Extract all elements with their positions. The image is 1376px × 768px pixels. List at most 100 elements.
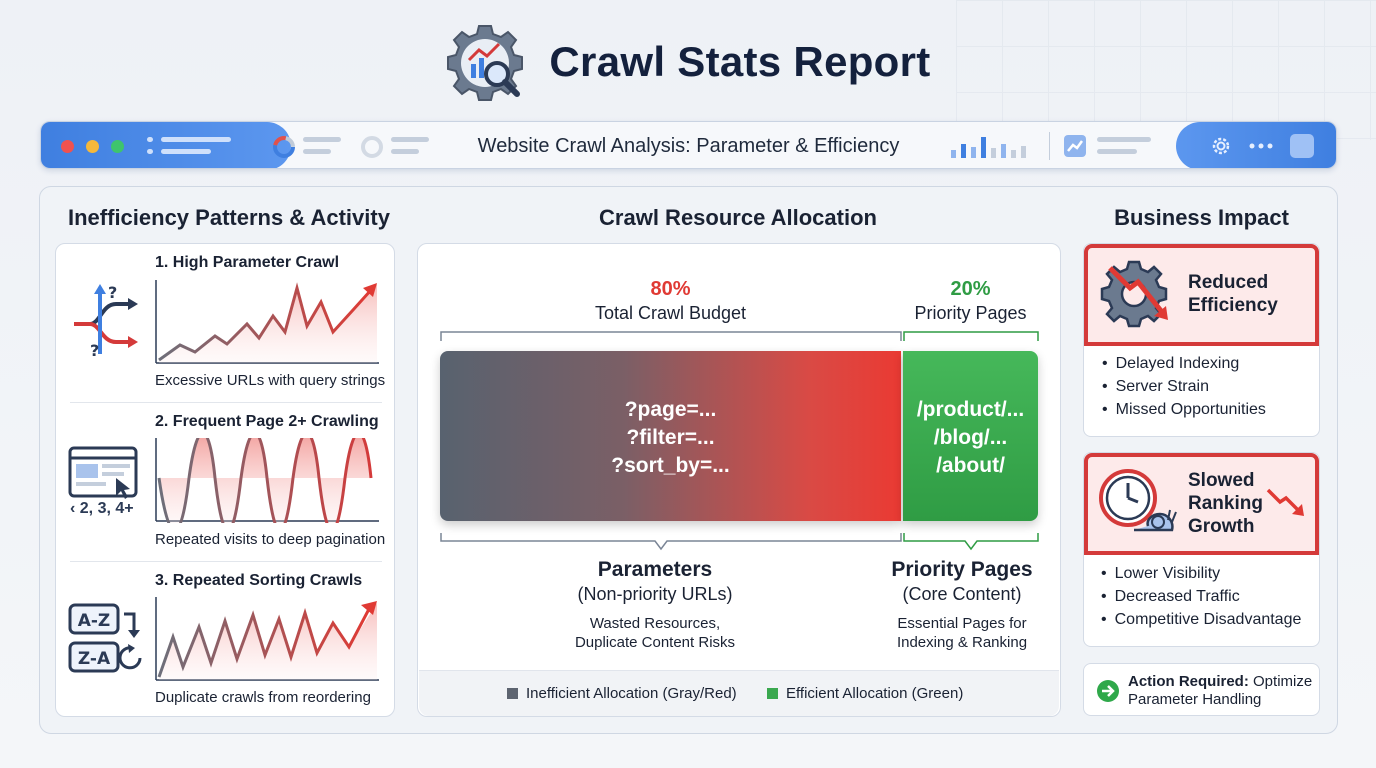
impact-item: Missed Opportunities — [1102, 398, 1266, 421]
parameters-heading: Parameters — [597, 558, 713, 581]
sort-label-az: A-Z — [78, 611, 111, 631]
bar-chart-icon[interactable] — [949, 134, 1035, 160]
impact-list-ranking: Lower Visibility Decreased Traffic Compe… — [1101, 562, 1302, 631]
priority-subheading: (Core Content) — [902, 584, 1022, 604]
divider — [70, 402, 382, 403]
inefficient-allocation-bar — [440, 351, 901, 521]
divider-line — [1049, 132, 1050, 160]
legend-swatch — [767, 688, 778, 699]
action-required-card[interactable]: Action Required: Optimize Parameter Hand… — [1083, 663, 1320, 716]
gear-chart-magnifier-icon — [447, 25, 524, 101]
sparkline-high-parameter — [155, 280, 379, 364]
page-title: Crawl Stats Report — [549, 38, 931, 85]
gear-down-arrow-icon — [1100, 260, 1168, 328]
right-percentage-label: Priority Pages — [914, 303, 1027, 323]
impact-title-line: Growth — [1188, 516, 1255, 537]
bottom-bracket-left — [440, 533, 902, 551]
param-url-1: ?page=... — [624, 398, 717, 421]
browser-toolbar: Website Crawl Analysis: Parameter & Effi… — [40, 121, 1337, 169]
sort-az-za-icon: A-Z Z-A — [68, 603, 142, 673]
placeholder-line — [391, 137, 429, 142]
center-section-title: Crawl Resource Allocation — [599, 205, 877, 230]
param-url-3: ?sort_by=... — [611, 454, 730, 477]
legend-label: Inefficient Allocation (Gray/Red) — [526, 685, 737, 702]
priority-desc-2: Indexing & Ranking — [896, 634, 1028, 651]
gear-icon[interactable] — [1210, 135, 1232, 157]
line-chart-icon[interactable] — [1063, 134, 1087, 158]
parameters-subheading: (Non-priority URLs) — [577, 584, 733, 604]
legend-label: Efficient Allocation (Green) — [786, 685, 964, 702]
legend-swatch — [507, 688, 518, 699]
window-close-dot[interactable] — [61, 140, 74, 153]
toolbar-title: Website Crawl Analysis: Parameter & Effi… — [477, 135, 900, 157]
more-options-icon[interactable] — [1248, 142, 1274, 150]
toolbar-left-section — [41, 122, 291, 168]
impact-card-header — [1084, 244, 1319, 346]
divider — [70, 561, 382, 562]
impact-item: Delayed Indexing — [1102, 352, 1266, 375]
pattern-caption: Repeated visits to deep pagination — [155, 531, 386, 548]
impact-title-line: Efficiency — [1188, 295, 1278, 316]
legend-item-inefficient: Inefficient Allocation (Gray/Red) — [507, 685, 737, 702]
page-header: Crawl Stats Report — [0, 20, 1376, 104]
action-text: Action Required: Optimize Parameter Hand… — [1128, 673, 1318, 709]
param-url-2: ?filter=... — [626, 426, 715, 449]
priority-heading: Priority Pages — [891, 558, 1033, 581]
top-bracket-right — [903, 331, 1039, 341]
priority-url-3: /about/ — [936, 454, 1005, 477]
parameters-desc-2: Duplicate Content Risks — [574, 634, 736, 651]
legend-item-efficient: Efficient Allocation (Green) — [767, 685, 963, 702]
window-minimize-dot[interactable] — [86, 140, 99, 153]
progress-ring-icon[interactable] — [359, 134, 385, 160]
placeholder-line — [303, 149, 331, 154]
placeholder-line — [1097, 137, 1151, 142]
impact-title-line: Slowed — [1188, 470, 1255, 491]
left-percentage-label: Total Crawl Budget — [594, 303, 747, 323]
donut-chart-icon[interactable] — [271, 134, 297, 160]
top-bracket-left — [440, 331, 902, 341]
pattern-caption: Duplicate crawls from reordering — [155, 689, 371, 706]
split-arrows-question-icon: ? ? — [74, 284, 138, 360]
background-grid — [956, 0, 1376, 140]
efficient-allocation-bar — [903, 351, 1038, 521]
impact-item: Competitive Disadvantage — [1101, 608, 1302, 631]
pattern-title: 1. High Parameter Crawl — [155, 254, 340, 271]
impact-list-efficiency: Delayed Indexing Server Strain Missed Op… — [1102, 352, 1266, 421]
window-maximize-dot[interactable] — [111, 140, 124, 153]
pattern-title: 3. Repeated Sorting Crawls — [155, 572, 363, 589]
right-percentage: 20% — [950, 278, 991, 300]
impact-item: Server Strain — [1102, 375, 1266, 398]
impact-title-line: Ranking — [1188, 493, 1263, 514]
priority-url-1: /product/... — [916, 398, 1025, 421]
svg-text:?: ? — [90, 341, 99, 360]
browser-pagination-icon — [68, 446, 138, 499]
priority-url-2: /blog/... — [933, 426, 1008, 449]
parameters-desc-1: Wasted Resources, — [589, 615, 721, 632]
clock-snail-icon — [1099, 469, 1177, 532]
impact-item: Lower Visibility — [1101, 562, 1301, 585]
sort-label-za: Z-A — [78, 649, 111, 669]
square-button-icon[interactable] — [1290, 134, 1314, 158]
impact-title-line: Reduced — [1188, 272, 1269, 293]
bottom-bracket-right — [903, 533, 1039, 551]
placeholder-line — [391, 149, 419, 154]
legend: Inefficient Allocation (Gray/Red) Effici… — [419, 670, 1059, 716]
left-percentage: 80% — [650, 278, 691, 300]
sparkline-sorting — [155, 597, 379, 681]
right-section-title: Business Impact — [1114, 205, 1289, 230]
toolbar-right-section — [1176, 122, 1336, 168]
impact-item: Decreased Traffic — [1101, 585, 1301, 608]
trend-down-arrow-icon — [1266, 488, 1304, 516]
priority-desc-1: Essential Pages for — [897, 615, 1027, 632]
placeholder-line — [1097, 149, 1137, 154]
svg-text:?: ? — [108, 284, 117, 302]
left-section-title: Inefficiency Patterns & Activity — [68, 205, 390, 230]
pattern-caption: Excessive URLs with query strings — [155, 372, 386, 389]
action-text-line2: Parameter Handling — [1128, 691, 1262, 708]
pagination-label: ‹ 2, 3, 4+ — [70, 500, 134, 517]
sparkline-pagination — [155, 438, 379, 523]
action-text-line1: Optimize — [1248, 673, 1313, 690]
arrow-right-circle-icon — [1097, 680, 1119, 702]
pattern-title: 2. Frequent Page 2+ Crawling — [155, 413, 379, 430]
action-label: Action Required: — [1128, 673, 1249, 690]
